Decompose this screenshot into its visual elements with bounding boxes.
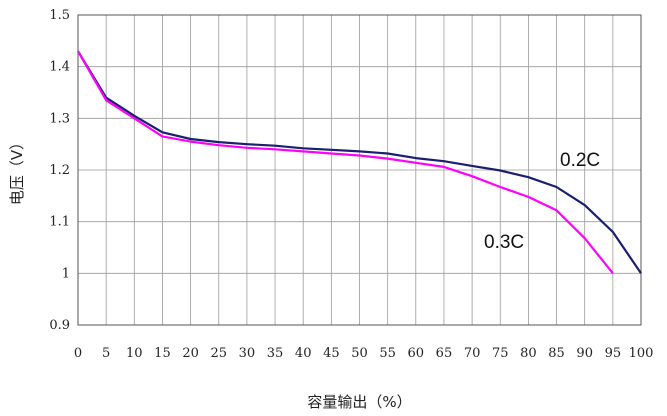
- x-tick-label: 10: [126, 346, 143, 361]
- x-tick-labels: 0 5 10 15 20 25 30 35 40 45 50 55 60 65 70 75 80 85 90 95 10…: [74, 346, 654, 361]
- x-tick-label: 100: [629, 346, 654, 361]
- x-tick-label: 30: [239, 346, 256, 361]
- x-tick-label: 45: [323, 346, 340, 361]
- x-axis-label: 容量输出（%）: [307, 393, 411, 411]
- series-line-0.2c: [77, 50, 642, 274]
- y-tick-label: 1.3: [49, 111, 70, 126]
- x-tick-label: 95: [605, 346, 622, 361]
- y-tick-label: 1.1: [49, 215, 70, 230]
- x-tick-label: 0: [74, 346, 82, 361]
- x-tick-label: 40: [295, 346, 312, 361]
- x-tick-label: 80: [520, 346, 537, 361]
- x-tick-label: 15: [154, 346, 171, 361]
- x-tick-label: 25: [210, 346, 227, 361]
- x-tick-label: 65: [436, 346, 453, 361]
- x-tick-label: 60: [408, 346, 425, 361]
- grid: [77, 14, 642, 326]
- x-tick-label: 5: [102, 346, 110, 361]
- series-label-0.2c: 0.2C: [560, 150, 600, 171]
- y-tick-label: 0.9: [49, 318, 70, 333]
- y-tick-label: 1.5: [49, 8, 70, 23]
- x-tick-label: 50: [351, 346, 368, 361]
- y-tick-label: 1.4: [49, 60, 70, 75]
- x-tick-label: 75: [492, 346, 509, 361]
- series-lines: [77, 50, 642, 274]
- x-tick-label: 90: [576, 346, 593, 361]
- x-tick-label: 20: [182, 346, 199, 361]
- x-tick-label: 85: [548, 346, 565, 361]
- y-tick-label: 1: [62, 266, 70, 281]
- x-tick-label: 55: [379, 346, 396, 361]
- y-tick-label: 1.2: [49, 163, 70, 178]
- y-axis-label: 电压（V）: [8, 135, 26, 205]
- series-labels: 0.2C 0.3C: [484, 150, 600, 253]
- y-tick-labels: 0.9 1 1.1 1.2 1.3 1.4 1.5: [49, 8, 70, 333]
- x-tick-label: 35: [267, 346, 284, 361]
- series-label-0.3c: 0.3C: [484, 232, 524, 253]
- plot-frame: [77, 14, 642, 326]
- x-tick-label: 70: [464, 346, 481, 361]
- series-line-0.3c: [77, 50, 614, 274]
